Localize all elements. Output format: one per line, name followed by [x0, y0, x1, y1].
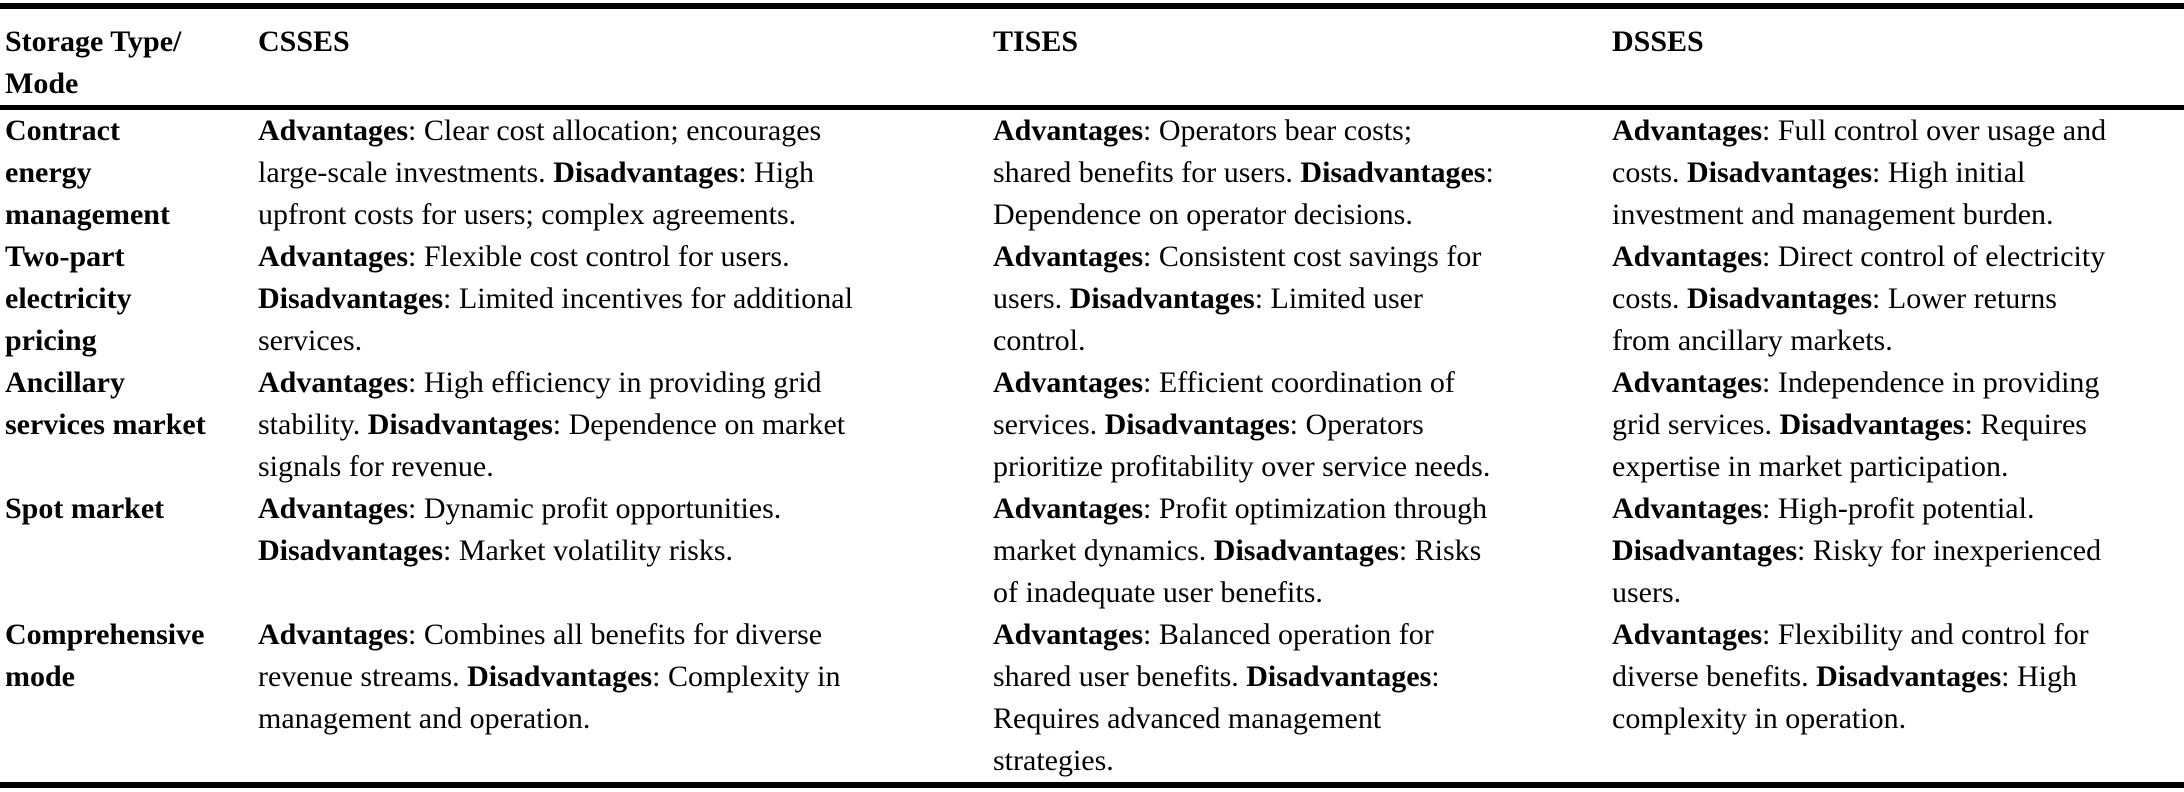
- table-row-comprehensive-mode: Comprehensive mode Advantages: Combines …: [0, 614, 2184, 785]
- dsses-cell: Advantages: High-profit potential. Disadv…: [1612, 492, 2102, 609]
- header-storage-type-mode: Storage Type/ Mode: [0, 6, 258, 110]
- mode-label: Spot market: [5, 492, 165, 525]
- tises-cell: Advantages: Efficient coordination of ser…: [993, 366, 1491, 483]
- tises-cell: Advantages: Operators bear costs; shared …: [993, 114, 1494, 231]
- tises-cell: Advantages: Balanced operation for shared…: [993, 618, 1440, 777]
- header-row: Storage Type/ Mode CSSES TISES DSSES: [0, 6, 2184, 110]
- header-tises: TISES: [993, 6, 1612, 110]
- header-dsses: DSSES: [1612, 6, 2184, 110]
- table-row-ancillary-services-market: Ancillary services market Advantages: Hi…: [0, 362, 2184, 488]
- mode-label: Contract energy management: [5, 114, 170, 231]
- csses-cell: Advantages: Combines all benefits for di…: [258, 618, 841, 735]
- storage-mode-comparison-table: Storage Type/ Mode CSSES TISES DSSES Con…: [0, 3, 2184, 788]
- csses-cell: Advantages: High efficiency in providing…: [258, 366, 846, 483]
- table-row-two-part-electricity-pricing: Two-part electricity pricing Advantages:…: [0, 236, 2184, 362]
- mode-label: Ancillary services market: [5, 366, 206, 441]
- table-body: Contract energy management Advantages: C…: [0, 108, 2184, 786]
- mode-label: Two-part electricity pricing: [5, 240, 132, 357]
- tises-cell: Advantages: Profit optimization through m…: [993, 492, 1488, 609]
- csses-cell: Advantages: Clear cost allocation; encou…: [258, 114, 822, 231]
- table-row-spot-market: Spot market Advantages: Dynamic profit o…: [0, 488, 2184, 614]
- csses-cell: Advantages: Flexible cost control for us…: [258, 240, 853, 357]
- header-csses: CSSES: [258, 6, 993, 110]
- dsses-cell: Advantages: Full control over usage and c…: [1612, 114, 2107, 231]
- dsses-cell: Advantages: Direct control of electricit…: [1612, 240, 2106, 357]
- dsses-cell: Advantages: Flexibility and control for d…: [1612, 618, 2089, 735]
- dsses-cell: Advantages: Independence in providing gri…: [1612, 366, 2100, 483]
- tises-cell: Advantages: Consistent cost savings for u…: [993, 240, 1482, 357]
- csses-cell: Advantages: Dynamic profit opportunities…: [258, 492, 782, 567]
- table-row-contract-energy-management: Contract energy management Advantages: C…: [0, 108, 2184, 237]
- table-header: Storage Type/ Mode CSSES TISES DSSES: [0, 6, 2184, 110]
- mode-label: Comprehensive mode: [5, 618, 205, 693]
